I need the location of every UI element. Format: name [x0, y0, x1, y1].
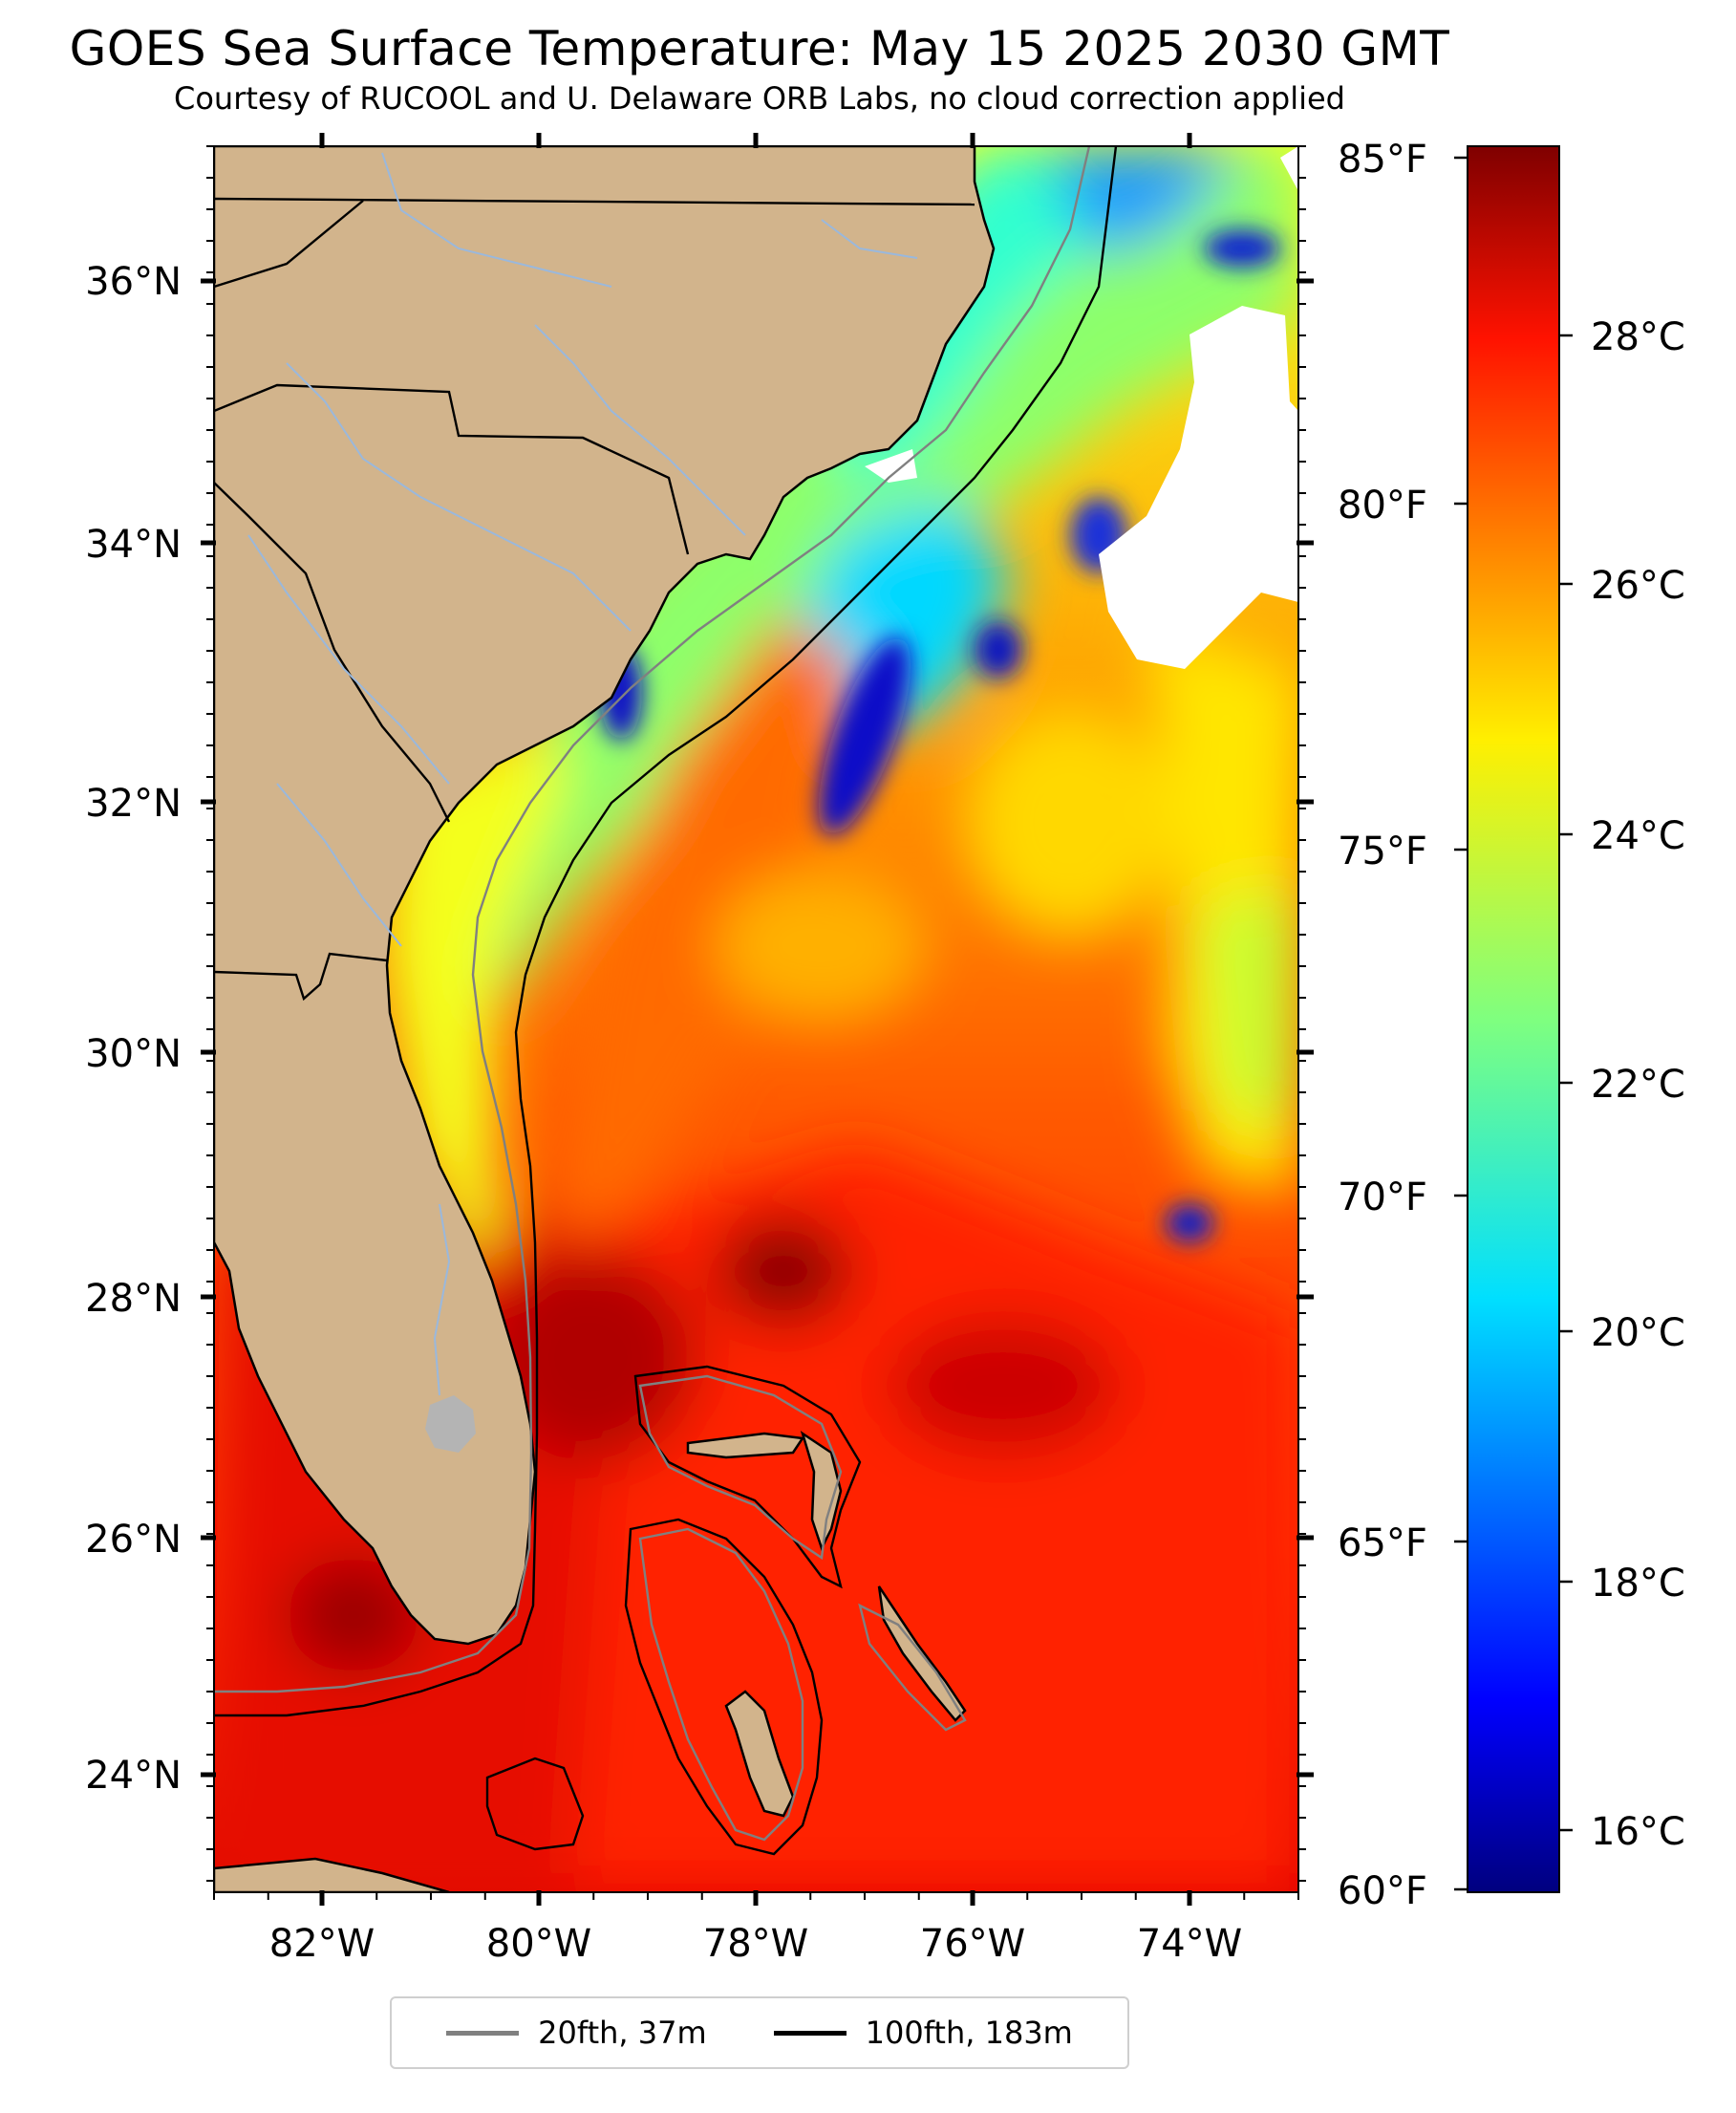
lat-tick-label: 26°N [85, 1518, 182, 1562]
fahrenheit-tick-label: 70°F [1338, 1175, 1427, 1219]
lat-tick-label: 36°N [85, 260, 182, 304]
lat-tick-label: 28°N [85, 1277, 182, 1321]
fahrenheit-labels: 85°F 80°F 75°F 70°F 65°F 60°F [1338, 138, 1427, 1913]
colorbar-gradient [1467, 145, 1560, 1893]
celsius-tick-label: 18°C [1591, 1562, 1685, 1606]
legend-entry-100fth: 100fth, 183m [773, 2015, 1073, 2051]
celsius-tick-label: 24°C [1591, 814, 1685, 858]
legend-line-gray [446, 2030, 520, 2036]
celsius-tick-label: 22°C [1591, 1063, 1685, 1107]
lat-tick-label: 30°N [85, 1032, 182, 1076]
isobath-20fth [214, 146, 1091, 1842]
lon-tick-label: 82°W [269, 1922, 375, 1966]
abaco-island [800, 1431, 843, 1552]
colorbar-ticks [1454, 156, 1573, 1891]
celsius-tick-label: 16°C [1591, 1810, 1685, 1854]
axis-ticks [201, 133, 1314, 1906]
longitude-labels: 82°W 80°W 78°W 76°W 74°W [269, 1922, 1242, 1966]
lat-tick-label: 34°N [85, 523, 182, 567]
legend-line-black [773, 2030, 847, 2036]
fahrenheit-tick-label: 60°F [1338, 1869, 1427, 1913]
cloud-gaps [865, 146, 1298, 669]
sst-map [214, 146, 1298, 1892]
map-subtitle: Courtesy of RUCOOL and U. Delaware ORB L… [174, 80, 1345, 117]
celsius-tick-label: 26°C [1591, 564, 1685, 608]
fahrenheit-tick-label: 80°F [1338, 484, 1427, 528]
cuba-coast [214, 1857, 450, 1892]
lat-tick-label: 32°N [85, 782, 182, 826]
lon-tick-label: 76°W [920, 1922, 1025, 1966]
andros-island [724, 1690, 795, 1818]
colorbar: 85°F 80°F 75°F 70°F 65°F 60°F 28°C 26°C … [1338, 138, 1685, 1913]
fahrenheit-tick-label: 65°F [1338, 1521, 1427, 1565]
state-boundaries [214, 197, 975, 1002]
legend-label: 100fth, 183m [865, 2015, 1073, 2051]
lon-tick-label: 74°W [1137, 1922, 1242, 1966]
lon-tick-label: 78°W [703, 1922, 808, 1966]
celsius-tick-label: 28°C [1591, 315, 1685, 359]
legend-label: 20fth, 37m [538, 2015, 707, 2051]
map-title: GOES Sea Surface Temperature: May 15 202… [69, 21, 1450, 76]
isobath-legend: 20fth, 37m 100fth, 183m [390, 1996, 1129, 2069]
lon-tick-label: 80°W [486, 1922, 591, 1966]
lake-okeechobee [425, 1395, 476, 1453]
fahrenheit-tick-label: 85°F [1338, 138, 1427, 182]
latitude-labels: 36°N 34°N 32°N 30°N 28°N 26°N 24°N [85, 260, 182, 1798]
grand-bahama [686, 1432, 805, 1459]
rivers [247, 152, 918, 1396]
isobath-100fth [214, 146, 1118, 1856]
celsius-labels: 28°C 26°C 24°C 22°C 20°C 18°C 16°C [1591, 315, 1685, 1854]
legend-entry-20fth: 20fth, 37m [446, 2015, 707, 2051]
us-mainland [214, 146, 996, 1646]
celsius-tick-label: 20°C [1591, 1311, 1685, 1355]
lat-tick-label: 24°N [85, 1754, 182, 1798]
cold-patches [600, 229, 1280, 1242]
fahrenheit-tick-label: 75°F [1338, 830, 1427, 873]
